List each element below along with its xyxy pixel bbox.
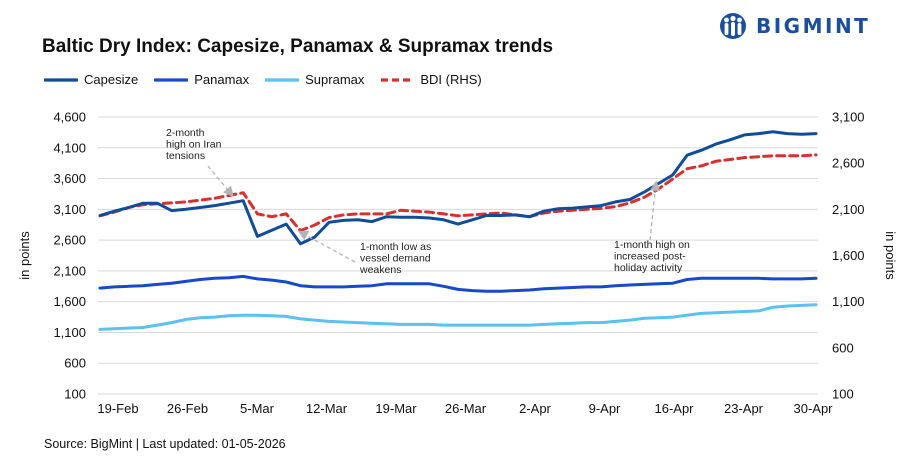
y-axis-title: in points [17, 231, 32, 280]
y-tick-label: 1,100 [53, 325, 86, 340]
legend-item-bdi: BDI (RHS) [380, 72, 482, 87]
x-tick-label: 19-Mar [375, 401, 417, 416]
legend-swatch-supramax [265, 77, 300, 82]
x-tick-label: 19-Feb [97, 401, 138, 416]
x-tick-label: 16-Apr [654, 401, 694, 416]
y2-tick-label: 600 [832, 340, 854, 355]
annotation-post-holiday-arrow [649, 180, 661, 241]
y-tick-label: 2,600 [53, 233, 86, 248]
y-tick-label: 3,100 [53, 202, 86, 217]
y2-tick-label: 3,100 [832, 110, 865, 125]
source-note: Source: BigMint | Last updated: 01-05-20… [44, 437, 286, 451]
annotation-post-holiday: 1-month high on increased post-holiday ac… [614, 239, 690, 274]
annotation-iran-high-arrow [207, 165, 234, 198]
legend-swatch-bdi [381, 77, 414, 82]
legend-label-capesize: Capesize [84, 72, 139, 87]
chart-title: Baltic Dry Index: Capesize, Panamax & Su… [42, 36, 554, 57]
y-tick-label: 4,100 [53, 140, 86, 155]
y2-axis-title: in points [883, 231, 898, 280]
x-tick-label: 26-Feb [167, 401, 208, 416]
x-tick-label: 23-Apr [724, 401, 764, 416]
series-line-supramax [98, 303, 818, 331]
x-tick-label: 12-Mar [306, 401, 348, 416]
legend-label-supramax: Supramax [305, 72, 365, 87]
series-line-capesize [98, 130, 818, 246]
x-tick-label: 26-Mar [445, 401, 487, 416]
y2-tick-label: 1,100 [832, 294, 865, 309]
legend-item-panamax: Panamax [154, 72, 249, 87]
y-tick-label: 2,100 [53, 263, 86, 278]
series-line-panamax [98, 274, 818, 293]
legend-swatch-panamax [154, 77, 189, 82]
y-tick-label: 600 [64, 356, 86, 371]
series-line-bdi [98, 153, 818, 233]
x-tick-label: 2-Apr [519, 401, 551, 416]
x-tick-label: 5-Mar [240, 401, 275, 416]
legend-item-supramax: Supramax [265, 72, 364, 87]
people-group-icon [720, 13, 746, 39]
x-tick-label: 30-Apr [793, 401, 833, 416]
legend-item-capesize: Capesize [44, 72, 138, 87]
y2-tick-label: 2,100 [832, 202, 865, 217]
y2-tick-label: 100 [832, 387, 854, 402]
x-tick-label: 9-Apr [589, 401, 621, 416]
chart-legend: Capesize Panamax Supramax BDI (RHS) [44, 72, 482, 87]
legend-label-bdi: BDI (RHS) [420, 72, 482, 87]
bigmint-logo: BIGMINT [718, 12, 870, 40]
y-tick-label: 4,600 [53, 110, 86, 125]
annotation-vessel-demand: 1-month low as vessel demand weakens [359, 241, 431, 276]
annotation-vessel-demand-arrow [297, 230, 356, 263]
y2-tick-label: 2,600 [832, 156, 865, 171]
y2-tick-label: 1,600 [832, 248, 865, 263]
logo-text: BIGMINT [756, 14, 871, 38]
annotation-iran-high: 2-month high on Iran tensions [166, 127, 222, 162]
y-tick-label: 1,600 [53, 294, 86, 309]
legend-label-panamax: Panamax [194, 72, 250, 87]
y-tick-label: 3,600 [53, 171, 86, 186]
legend-swatch-capesize [44, 77, 78, 82]
y-tick-label: 100 [64, 387, 86, 402]
